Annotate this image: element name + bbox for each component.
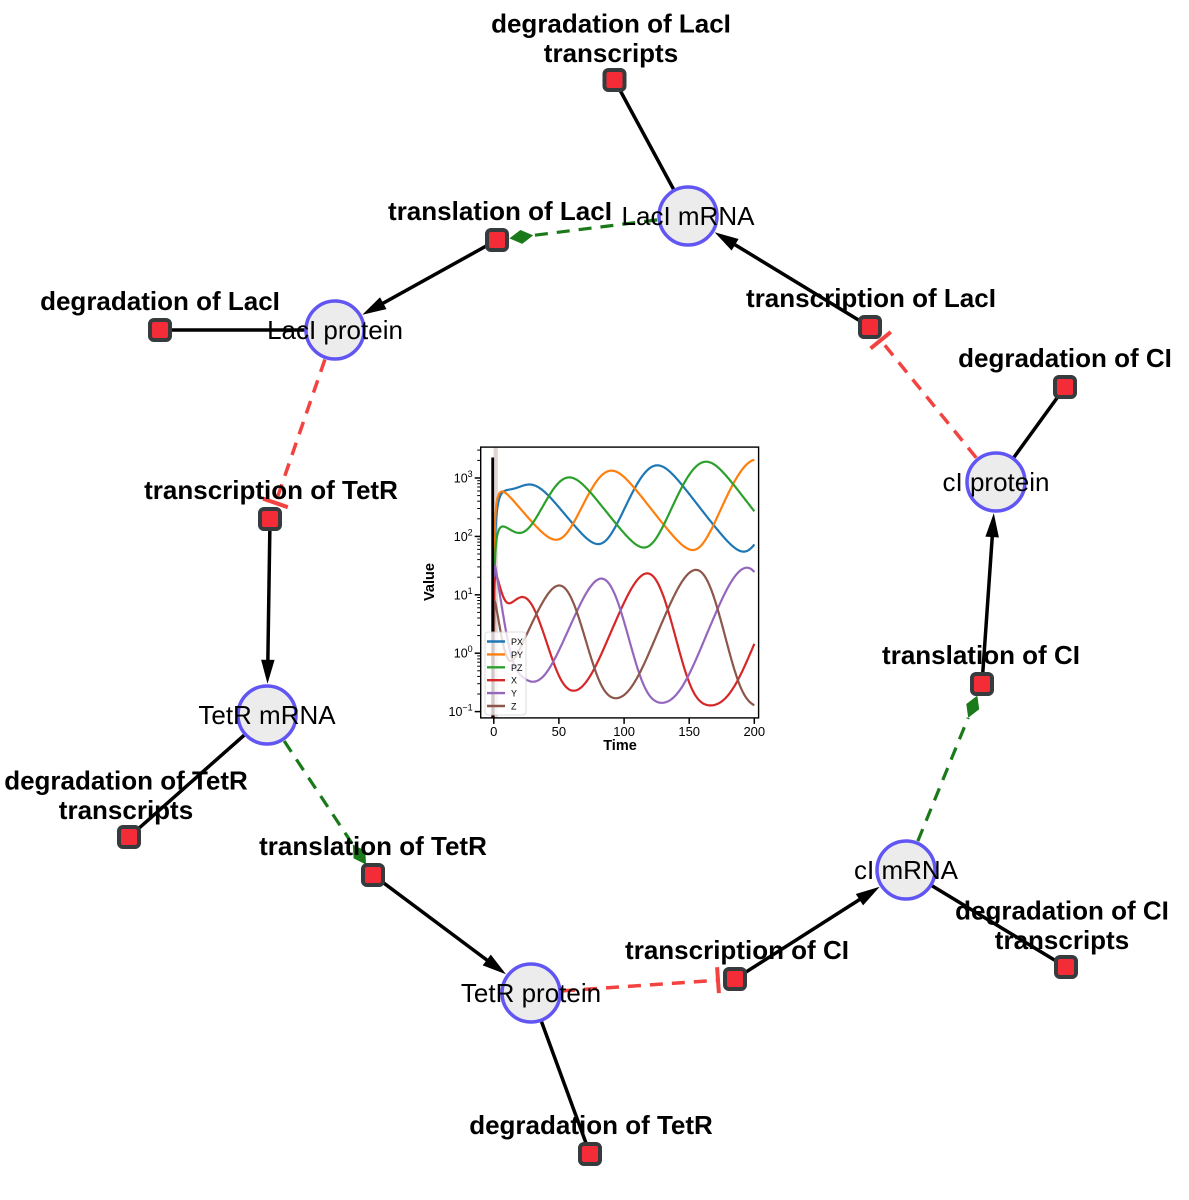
svg-text:10−1: 10−1 (449, 703, 473, 720)
svg-text:PZ: PZ (511, 663, 523, 673)
svg-text:TetR protein: TetR protein (461, 978, 601, 1008)
svg-text:transcription of LacI: transcription of LacI (746, 283, 996, 313)
svg-text:102: 102 (454, 527, 473, 544)
svg-text:degradation of CI: degradation of CI (955, 896, 1169, 926)
svg-text:translation of LacI: translation of LacI (388, 196, 612, 226)
svg-text:Value: Value (422, 563, 438, 601)
svg-text:translation of TetR: translation of TetR (259, 831, 487, 861)
svg-text:TetR mRNA: TetR mRNA (198, 700, 336, 730)
svg-text:cI protein: cI protein (943, 467, 1050, 497)
svg-text:cI mRNA: cI mRNA (854, 855, 959, 885)
svg-text:Z: Z (511, 702, 517, 712)
svg-text:150: 150 (678, 724, 700, 739)
svg-text:50: 50 (552, 724, 566, 739)
svg-text:LacI protein: LacI protein (267, 315, 403, 345)
svg-text:200: 200 (743, 724, 765, 739)
svg-text:PY: PY (511, 650, 523, 660)
svg-text:degradation of LacI: degradation of LacI (40, 286, 280, 316)
svg-text:transcripts: transcripts (59, 795, 193, 825)
svg-text:transcription of TetR: transcription of TetR (144, 475, 398, 505)
svg-text:degradation of CI: degradation of CI (958, 343, 1172, 373)
svg-text:PX: PX (511, 637, 523, 647)
svg-text:0: 0 (490, 724, 497, 739)
svg-text:translation of CI: translation of CI (882, 640, 1080, 670)
svg-text:100: 100 (454, 644, 473, 661)
svg-text:degradation of TetR: degradation of TetR (469, 1110, 713, 1140)
svg-text:transcripts: transcripts (544, 38, 678, 68)
svg-text:degradation of TetR: degradation of TetR (4, 766, 248, 796)
svg-text:101: 101 (454, 586, 473, 603)
svg-text:LacI mRNA: LacI mRNA (622, 201, 756, 231)
svg-text:transcripts: transcripts (995, 925, 1129, 955)
svg-text:degradation of LacI: degradation of LacI (491, 9, 731, 39)
svg-text:X: X (511, 676, 517, 686)
svg-text:Time: Time (603, 738, 637, 754)
svg-text:100: 100 (613, 724, 635, 739)
svg-text:103: 103 (454, 469, 473, 486)
svg-text:Y: Y (511, 689, 517, 699)
svg-text:transcription of CI: transcription of CI (625, 935, 849, 965)
